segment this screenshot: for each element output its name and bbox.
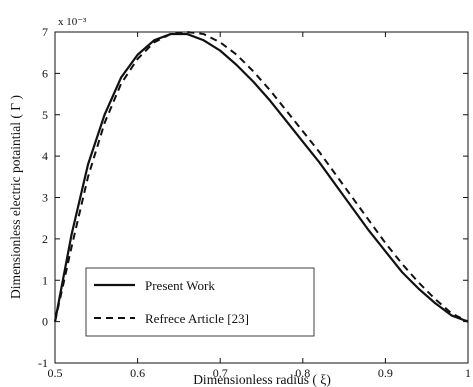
x-tick-label: 0.9: [378, 366, 393, 380]
y-tick-label: -1: [38, 356, 48, 370]
y-tick-label: 2: [42, 232, 48, 246]
x-tick-label: 1: [465, 366, 471, 380]
series-lines: [53, 31, 469, 323]
legend-box: [85, 267, 315, 337]
y-tick-label: 0: [42, 315, 48, 329]
x-tick-label: 0.8: [295, 366, 310, 380]
y-tick-labels: -1 0 1 2 3 4 5 6 7: [38, 25, 48, 370]
y-tick-label: 7: [42, 25, 48, 39]
y-tick-label: 1: [42, 273, 48, 287]
x-tick-label: 0.6: [130, 366, 145, 380]
y-tick-label: 5: [42, 108, 48, 122]
x-axis-label: Dimensionless radius ( ξ): [193, 372, 331, 387]
x-tick-label: 0.5: [48, 366, 63, 380]
y-tick-label: 4: [42, 149, 48, 163]
y-axis-multiplier: x 10⁻³: [58, 16, 87, 28]
y-axis-label: Dimensionless electric potaintial ( Γ ): [8, 95, 23, 299]
series-line-present-work: [53, 32, 469, 323]
legend-label-reference-article: Refrece Article [23]: [145, 311, 249, 326]
y-tick-label: 6: [42, 66, 48, 80]
legend: Present Work Refrece Article [23]: [85, 267, 315, 337]
x-tick-label: 0.7: [213, 366, 228, 380]
series-line-reference-article: [54, 31, 469, 323]
legend-label-present-work: Present Work: [145, 278, 215, 293]
y-tick-label: 3: [42, 191, 48, 205]
axis-ticks: [54, 31, 469, 364]
x-tick-labels: 0.5 0.6 0.7 0.8 0.9 1: [48, 366, 472, 380]
